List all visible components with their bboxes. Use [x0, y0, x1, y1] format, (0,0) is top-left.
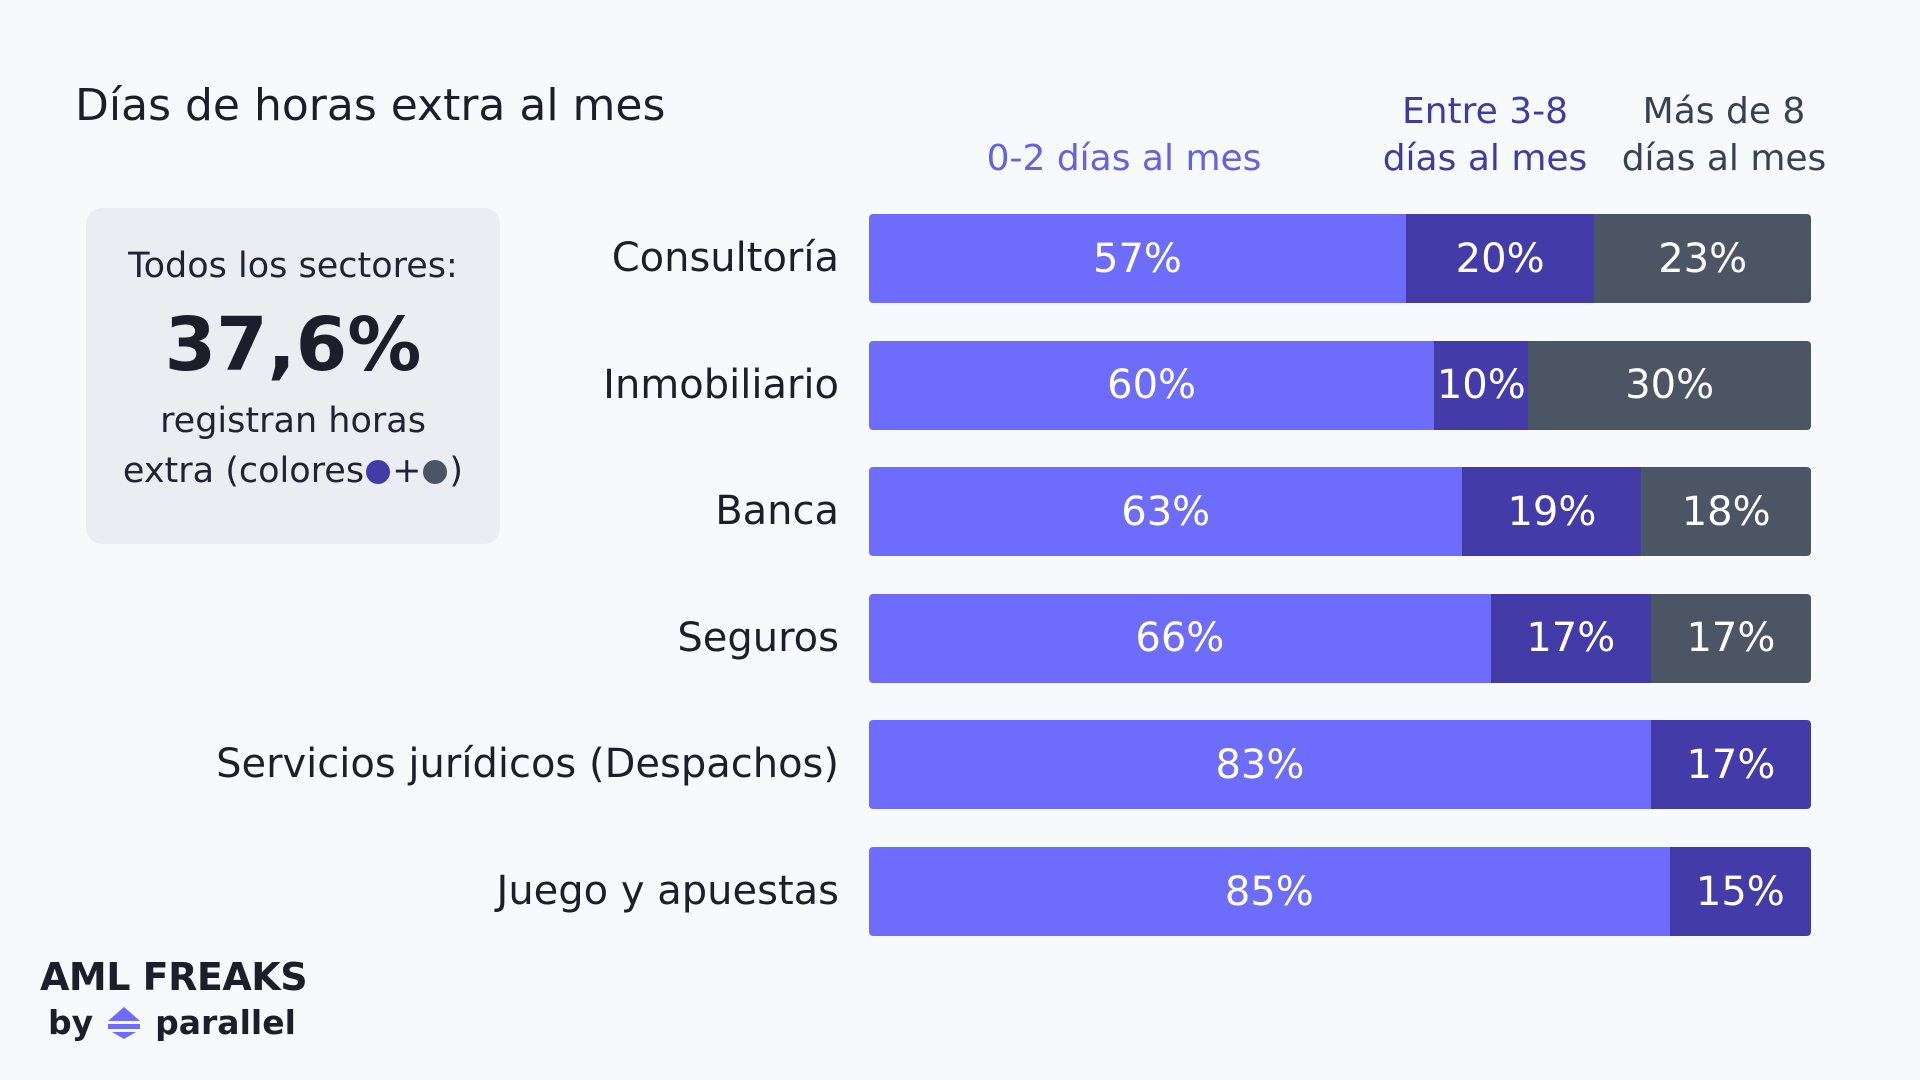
- data-label: 19%: [1507, 488, 1597, 535]
- legend-label: 0-2 días al mes: [986, 138, 1262, 179]
- parallel-logo-icon: [108, 1006, 141, 1039]
- data-label: 23%: [1658, 235, 1748, 282]
- bar-segment: 17%: [1650, 593, 1811, 683]
- bar-row: 63% 19% 18%: [869, 467, 1811, 557]
- logo-name: AML FREAKS: [40, 955, 308, 999]
- bar-segment: 30%: [1528, 340, 1811, 430]
- bar-segment: 17%: [1490, 593, 1651, 683]
- bar-segment: 60%: [869, 340, 1435, 430]
- data-label: 57%: [1093, 235, 1182, 282]
- legend-label: días al mes: [1621, 138, 1827, 179]
- chart-title: Días de horas extra al mes: [75, 80, 666, 131]
- bar-segment: 63%: [869, 467, 1463, 557]
- bar-segment: 15%: [1669, 847, 1811, 936]
- category-label: Banca: [715, 488, 839, 535]
- gray-dot-icon: [423, 460, 448, 484]
- bar-segment: 66%: [869, 593, 1491, 683]
- legend-label: días al mes: [1382, 138, 1588, 179]
- legend-item-2: Más de 8 días al mes: [1524, 88, 1920, 182]
- category-label: Seguros: [677, 614, 839, 661]
- bar-row: 66% 17% 17%: [869, 593, 1811, 683]
- bar-segment: 83%: [869, 720, 1651, 810]
- bar-row: 85% 15%: [869, 847, 1811, 936]
- logo: AML FREAKS by parallel: [40, 955, 308, 1042]
- bar-segment: 85%: [869, 847, 1670, 936]
- bar-segment: 19%: [1462, 467, 1642, 557]
- summary-line1: registran horas: [160, 401, 426, 441]
- legend-label: Más de 8: [1642, 91, 1806, 132]
- summary-value: 37,6%: [164, 302, 422, 388]
- summary-heading: Todos los sectores:: [128, 246, 458, 286]
- bar-segment: 18%: [1641, 467, 1811, 557]
- dark-purple-dot-icon: [366, 460, 391, 484]
- summary-line2: extra (colores: [122, 451, 365, 491]
- bar-segment: 10%: [1434, 340, 1529, 430]
- data-label: 85%: [1224, 868, 1314, 915]
- bar-segment: 57%: [869, 214, 1406, 303]
- category-label: Inmobiliario: [603, 361, 839, 408]
- bar-row: 57% 20% 23%: [869, 214, 1811, 303]
- data-label: 63%: [1121, 488, 1211, 535]
- data-label: 20%: [1455, 235, 1545, 282]
- category-label: Juego y apuestas: [496, 868, 839, 914]
- summary-card: Todos los sectores: 37,6% registran hora…: [86, 208, 500, 544]
- legend-item-1: Entre 3-8 días al mes: [1285, 88, 1685, 182]
- category-label: Consultoría: [611, 235, 839, 281]
- data-label: 18%: [1681, 488, 1771, 535]
- data-label: 10%: [1436, 362, 1526, 409]
- category-label: Servicios jurídicos (Despachos): [216, 741, 839, 788]
- data-label: 15%: [1695, 868, 1785, 915]
- data-label: 17%: [1686, 741, 1776, 788]
- data-label: 30%: [1625, 362, 1715, 409]
- bar-row: 60% 10% 30%: [869, 340, 1811, 430]
- plus-sign: +: [392, 451, 422, 491]
- close-paren: ): [449, 451, 464, 491]
- data-label: 66%: [1135, 615, 1225, 662]
- bar-segment: 23%: [1594, 214, 1811, 303]
- bar-row: 83% 17%: [869, 720, 1811, 810]
- logo-by: by: [48, 1003, 94, 1042]
- logo-brand: parallel: [155, 1003, 296, 1042]
- bar-segment: 17%: [1650, 720, 1811, 810]
- bar-segment: 20%: [1405, 214, 1595, 303]
- data-label: 83%: [1215, 741, 1305, 788]
- data-label: 17%: [1526, 615, 1616, 662]
- data-label: 17%: [1686, 615, 1776, 662]
- legend-label: Entre 3-8: [1401, 91, 1569, 132]
- legend-item-0: 0-2 días al mes: [924, 135, 1324, 182]
- data-label: 60%: [1107, 362, 1197, 409]
